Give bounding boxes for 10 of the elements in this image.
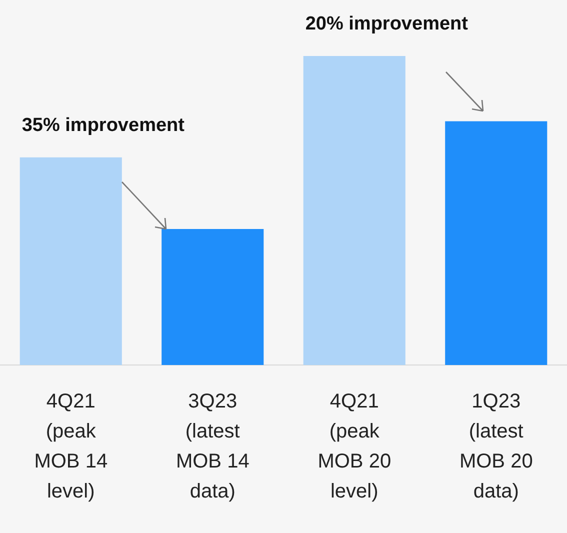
- annotation: 35% improvement: [22, 115, 186, 136]
- text: 20% improvement: [305, 14, 469, 35]
- x-tick-label: 1Q23 (latest MOB 20 data): [459, 390, 533, 503]
- x-tick-label: 3Q23 (latest MOB 14 data): [176, 390, 250, 503]
- bar: [445, 121, 548, 365]
- x-tick-label: 4Q21 (peak MOB 20 level): [318, 390, 392, 503]
- bar: [162, 229, 264, 365]
- bar: [20, 157, 122, 365]
- x-tick-label: 4Q21 (peak MOB 14 level): [34, 390, 108, 503]
- bar: [303, 56, 406, 365]
